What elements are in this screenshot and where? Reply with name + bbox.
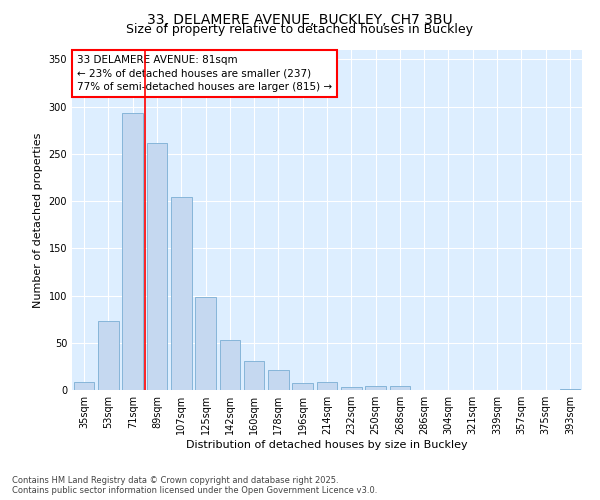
Bar: [268, 370, 289, 390]
Bar: [98, 321, 119, 390]
Bar: [74, 382, 94, 390]
Bar: [365, 386, 386, 390]
Bar: [341, 387, 362, 390]
X-axis label: Distribution of detached houses by size in Buckley: Distribution of detached houses by size …: [186, 440, 468, 450]
Bar: [244, 360, 265, 390]
Y-axis label: Number of detached properties: Number of detached properties: [33, 132, 43, 308]
Bar: [146, 144, 167, 390]
Bar: [195, 298, 216, 390]
Bar: [122, 114, 143, 390]
Text: 33, DELAMERE AVENUE, BUCKLEY, CH7 3BU: 33, DELAMERE AVENUE, BUCKLEY, CH7 3BU: [147, 12, 453, 26]
Bar: [317, 382, 337, 390]
Bar: [220, 340, 240, 390]
Text: Contains HM Land Registry data © Crown copyright and database right 2025.
Contai: Contains HM Land Registry data © Crown c…: [12, 476, 377, 495]
Bar: [292, 384, 313, 390]
Text: 33 DELAMERE AVENUE: 81sqm
← 23% of detached houses are smaller (237)
77% of semi: 33 DELAMERE AVENUE: 81sqm ← 23% of detac…: [77, 55, 332, 92]
Bar: [560, 389, 580, 390]
Bar: [171, 198, 191, 390]
Text: Size of property relative to detached houses in Buckley: Size of property relative to detached ho…: [127, 22, 473, 36]
Bar: [389, 386, 410, 390]
